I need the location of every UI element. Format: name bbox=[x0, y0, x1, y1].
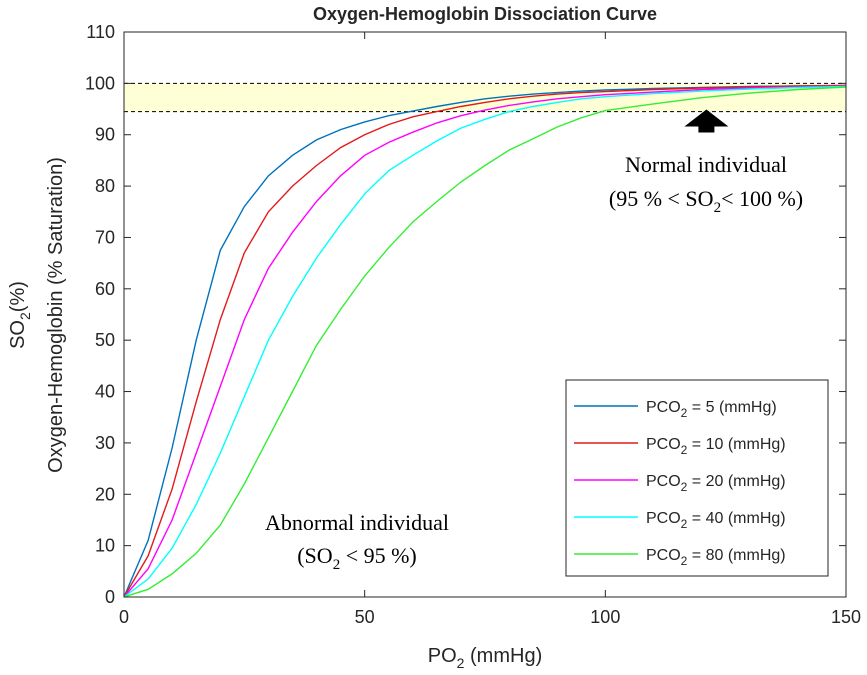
series-line-2 bbox=[123, 84, 847, 598]
y-tick-label: 20 bbox=[95, 484, 115, 504]
abnormal-annotation-line2: (SO2 < 95 %) bbox=[297, 543, 417, 573]
y-tick-label: 30 bbox=[95, 433, 115, 453]
y-tick-label: 40 bbox=[95, 382, 115, 402]
abnormal-annotation-line1: Abnormal individual bbox=[265, 510, 449, 535]
x-axis-label-sub: 2 bbox=[457, 655, 465, 671]
x-tick-label: 100 bbox=[590, 607, 620, 627]
series-line-1 bbox=[123, 84, 847, 598]
legend: PCO2 = 5 (mmHg) PCO2 = 10 (mmHg) PCO2 = 20… bbox=[565, 379, 829, 577]
normal-annotation-line1: Normal individual bbox=[625, 152, 787, 177]
y-tick-label: 100 bbox=[85, 73, 115, 93]
legend-box bbox=[565, 379, 829, 577]
chart-title: Oxygen-Hemoglobin Dissociation Curve bbox=[313, 4, 657, 24]
y-tick-label: 50 bbox=[95, 330, 115, 350]
y-tick-label: 90 bbox=[95, 125, 115, 145]
normal-annotation-line2-a: (95 % < SO bbox=[609, 186, 714, 211]
y-axis-label-line2-rest: (%) bbox=[7, 281, 29, 312]
x-tick-label: 0 bbox=[119, 607, 129, 627]
abnormal-annotation-line2-sub: 2 bbox=[333, 557, 341, 573]
axes-box bbox=[123, 31, 847, 598]
abnormal-annotation-line2-b: < 95 %) bbox=[340, 543, 417, 568]
legend-label-2: PCO2 = 10 (mmHg) bbox=[646, 436, 786, 457]
y-axis-label-line2-sub: 2 bbox=[17, 312, 33, 320]
legend-label-1: PCO2 = 5 (mmHg) bbox=[646, 399, 777, 420]
y-axis-label: Oxygen-Hemoglobin (% Saturation) bbox=[45, 157, 67, 473]
legend-label-3: PCO2 = 20 (mmHg) bbox=[646, 473, 786, 494]
y-tick-label: 70 bbox=[95, 227, 115, 247]
y-tick-label: 60 bbox=[95, 279, 115, 299]
y-tick-label: 80 bbox=[95, 176, 115, 196]
legend-label-4: PCO2 = 40 (mmHg) bbox=[646, 510, 786, 531]
y-axis-label-line2-main: SO bbox=[7, 320, 29, 349]
series-line-4 bbox=[123, 85, 847, 598]
x-tick-label: 150 bbox=[831, 607, 861, 627]
series-line-3 bbox=[123, 85, 847, 598]
x-axis-label-main: PO bbox=[428, 645, 457, 667]
legend-label-5: PCO2 = 80 (mmHg) bbox=[646, 547, 786, 568]
normal-annotation-line2-b: < 100 %) bbox=[721, 186, 803, 211]
abnormal-annotation-line2-a: (SO bbox=[297, 543, 332, 568]
x-axis-label-rest: (mmHg) bbox=[464, 645, 542, 667]
series-layer bbox=[123, 84, 847, 598]
normal-annotation-line2: (95 % < SO2< 100 %) bbox=[609, 186, 803, 216]
up-arrow-icon bbox=[684, 109, 729, 133]
x-axis-label: PO2 (mmHg) bbox=[428, 645, 542, 671]
normal-annotation-line2-sub: 2 bbox=[714, 200, 722, 216]
y-tick-label: 110 bbox=[86, 22, 115, 42]
y-tick-label: 0 bbox=[105, 587, 115, 607]
y-axis-label-line2: SO2(%) bbox=[7, 281, 33, 349]
y-tick-label: 10 bbox=[95, 536, 115, 556]
x-tick-label: 50 bbox=[355, 607, 375, 627]
tick-layer: 0 50 100 150 0 10 20 30 40 50 60 70 80 90 100 110 bbox=[85, 22, 861, 627]
series-line-5 bbox=[123, 86, 847, 598]
